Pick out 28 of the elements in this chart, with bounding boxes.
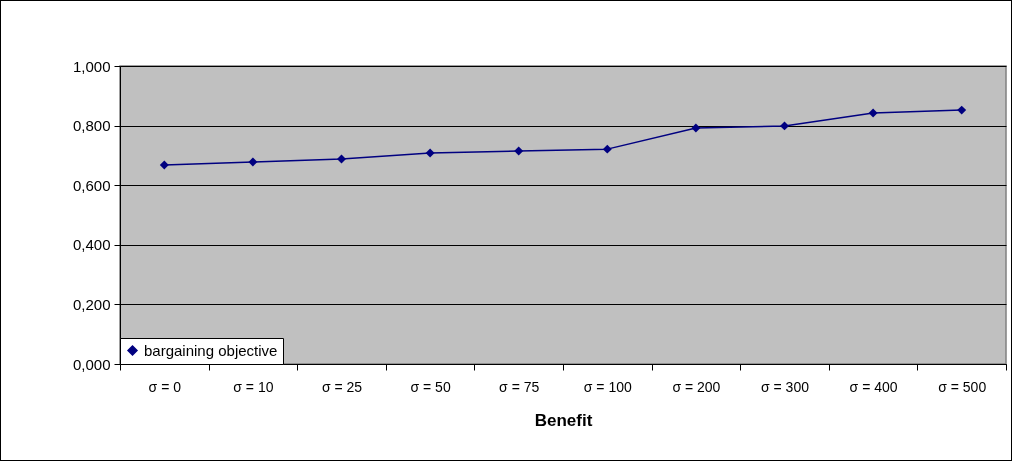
point [780, 121, 789, 131]
y-tick-label: 0,000 [72, 355, 111, 373]
point [159, 160, 169, 170]
point [425, 148, 435, 158]
x-tick-label: σ = 400 [849, 378, 898, 395]
point [957, 105, 967, 115]
x-tick-label: σ = 500 [938, 378, 987, 395]
x-axis-title: Benefit [534, 410, 593, 430]
legend-label: bargaining objective [144, 341, 278, 359]
y-tick-label: 0,800 [72, 117, 111, 135]
y-tick-label: 0,200 [72, 295, 111, 313]
y-tick-label: 1,000 [72, 57, 111, 75]
y-tick-label: 0,600 [72, 176, 111, 194]
point [248, 157, 258, 167]
x-tick-label: σ = 100 [583, 378, 632, 395]
y-tick-label: 0,400 [72, 236, 111, 254]
x-tick-label: σ = 10 [233, 378, 274, 395]
point [514, 146, 524, 156]
x-tick-label: σ = 25 [321, 378, 363, 395]
point [602, 144, 612, 154]
x-tick-label: σ = 75 [499, 378, 540, 395]
x-tick-label: σ = 50 [410, 378, 451, 395]
point [868, 108, 878, 118]
x-tick-label: σ = 300 [761, 378, 810, 395]
point [691, 123, 701, 133]
x-tick-label: σ = 0 [148, 378, 182, 395]
x-tick-label: σ = 200 [672, 378, 721, 395]
point [337, 154, 346, 164]
